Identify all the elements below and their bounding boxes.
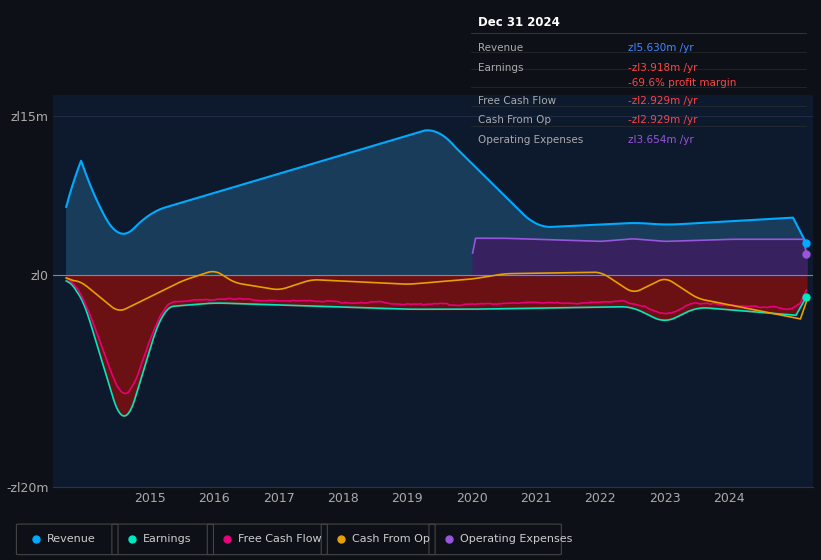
Text: Operating Expenses: Operating Expenses	[460, 534, 572, 544]
Text: Revenue: Revenue	[478, 43, 523, 53]
Text: Dec 31 2024: Dec 31 2024	[478, 16, 560, 29]
Text: Free Cash Flow: Free Cash Flow	[238, 534, 322, 544]
Text: Earnings: Earnings	[478, 63, 523, 73]
Text: -zl2.929m /yr: -zl2.929m /yr	[628, 115, 697, 125]
Text: -zl2.929m /yr: -zl2.929m /yr	[628, 96, 697, 106]
Text: Revenue: Revenue	[48, 534, 96, 544]
Text: Operating Expenses: Operating Expenses	[478, 135, 583, 145]
Text: -69.6% profit margin: -69.6% profit margin	[628, 78, 736, 88]
Text: Earnings: Earnings	[143, 534, 191, 544]
Text: Free Cash Flow: Free Cash Flow	[478, 96, 556, 106]
Text: zl3.654m /yr: zl3.654m /yr	[628, 135, 694, 145]
Text: Cash From Op: Cash From Op	[478, 115, 551, 125]
Text: zl5.630m /yr: zl5.630m /yr	[628, 43, 694, 53]
Text: Cash From Op: Cash From Op	[352, 534, 430, 544]
Text: -zl3.918m /yr: -zl3.918m /yr	[628, 63, 697, 73]
